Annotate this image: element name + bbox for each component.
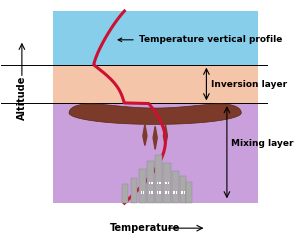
- Polygon shape: [143, 124, 147, 146]
- FancyBboxPatch shape: [151, 182, 153, 184]
- Text: Mixing layer: Mixing layer: [231, 139, 293, 148]
- FancyBboxPatch shape: [168, 191, 169, 194]
- FancyBboxPatch shape: [164, 163, 170, 203]
- FancyBboxPatch shape: [176, 191, 177, 194]
- FancyBboxPatch shape: [155, 155, 162, 203]
- Polygon shape: [164, 124, 167, 146]
- FancyBboxPatch shape: [143, 191, 144, 194]
- FancyBboxPatch shape: [172, 171, 179, 203]
- FancyBboxPatch shape: [139, 169, 146, 203]
- FancyBboxPatch shape: [159, 191, 161, 194]
- FancyBboxPatch shape: [165, 191, 166, 194]
- FancyBboxPatch shape: [181, 191, 183, 194]
- FancyBboxPatch shape: [52, 65, 258, 103]
- FancyBboxPatch shape: [157, 191, 158, 194]
- FancyBboxPatch shape: [186, 182, 192, 203]
- FancyBboxPatch shape: [130, 178, 137, 203]
- Text: Inversion layer: Inversion layer: [211, 79, 286, 88]
- FancyBboxPatch shape: [157, 182, 158, 184]
- FancyBboxPatch shape: [122, 184, 128, 203]
- Text: Temperature: Temperature: [110, 223, 180, 233]
- Text: Temperature vertical profile: Temperature vertical profile: [118, 35, 282, 44]
- FancyBboxPatch shape: [151, 191, 153, 194]
- Polygon shape: [153, 126, 157, 149]
- FancyBboxPatch shape: [149, 182, 150, 184]
- Text: Altitude: Altitude: [17, 75, 27, 120]
- FancyBboxPatch shape: [173, 191, 175, 194]
- FancyBboxPatch shape: [184, 191, 185, 194]
- Polygon shape: [69, 104, 241, 124]
- FancyBboxPatch shape: [159, 182, 161, 184]
- FancyBboxPatch shape: [147, 161, 154, 203]
- FancyBboxPatch shape: [149, 191, 150, 194]
- FancyBboxPatch shape: [140, 191, 142, 194]
- FancyBboxPatch shape: [52, 103, 258, 203]
- FancyBboxPatch shape: [168, 182, 169, 184]
- FancyBboxPatch shape: [165, 182, 166, 184]
- FancyBboxPatch shape: [180, 176, 186, 203]
- FancyBboxPatch shape: [52, 11, 258, 65]
